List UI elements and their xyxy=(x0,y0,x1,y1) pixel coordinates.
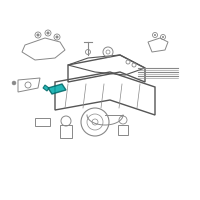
Polygon shape xyxy=(48,84,66,94)
Circle shape xyxy=(47,32,49,34)
Circle shape xyxy=(154,34,156,36)
Polygon shape xyxy=(43,85,49,91)
Circle shape xyxy=(12,81,16,85)
Circle shape xyxy=(162,36,164,38)
Circle shape xyxy=(37,34,39,36)
Circle shape xyxy=(56,36,58,38)
